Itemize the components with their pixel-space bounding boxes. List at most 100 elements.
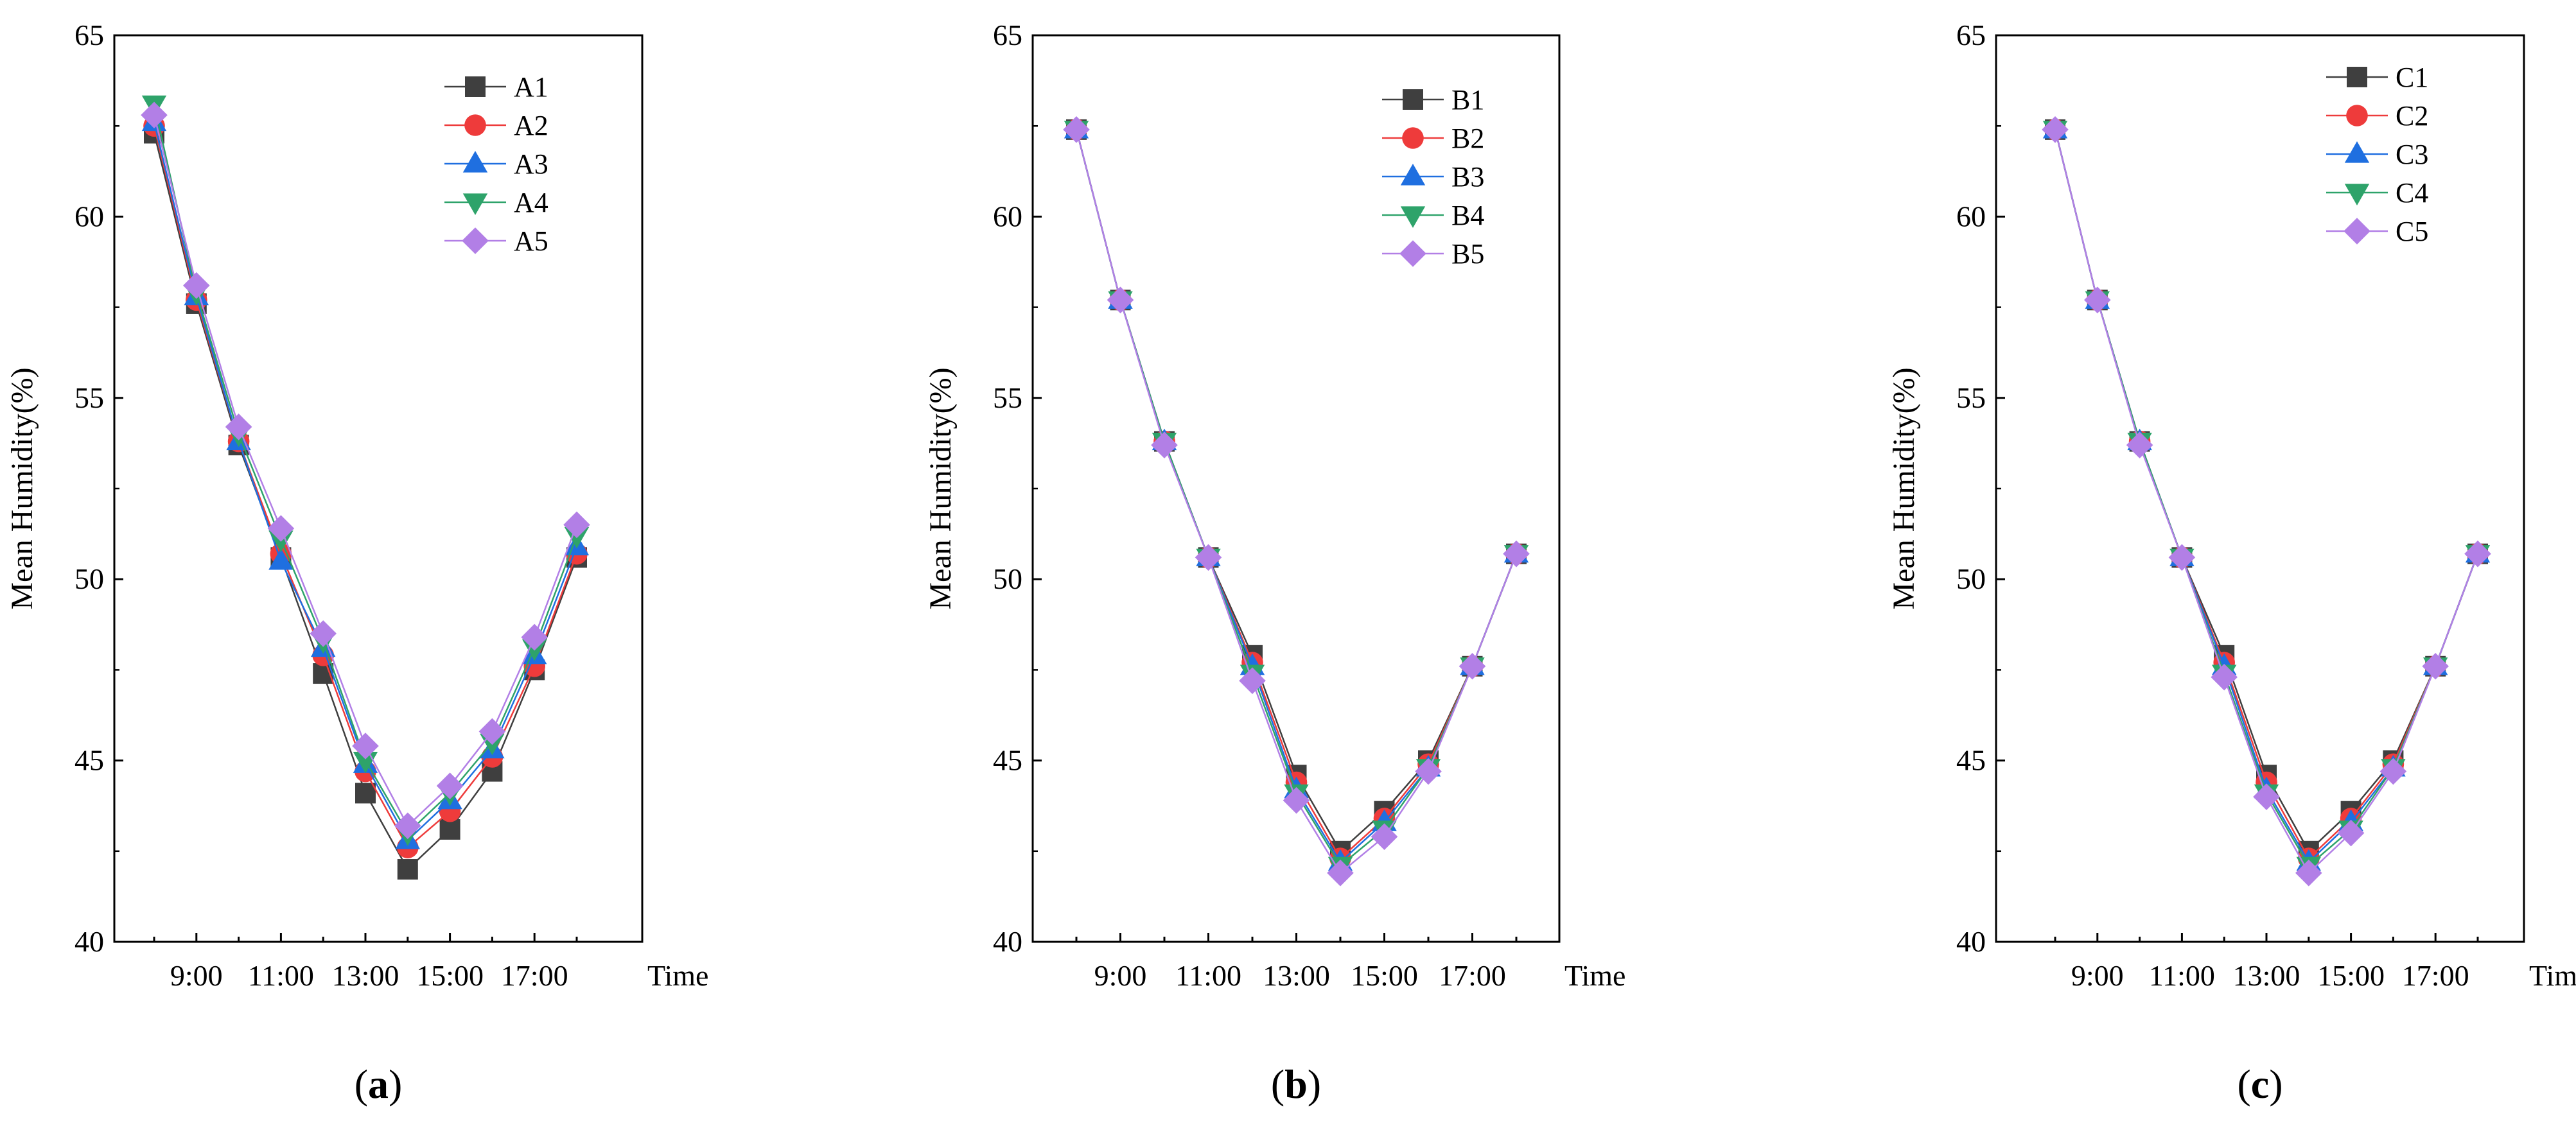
x-tick-label: 15:00 [416, 959, 484, 992]
data-point [267, 515, 295, 542]
series-A5 [141, 101, 590, 840]
x-tick-label: 15:00 [1351, 959, 1418, 992]
y-tick-label: 55 [74, 381, 104, 414]
x-axis-label: Time [2529, 959, 2576, 992]
legend-marker [1403, 89, 1423, 110]
data-point [1459, 652, 1486, 680]
legend-entry: C3 [2396, 139, 2428, 170]
x-tick-label: 11:00 [248, 959, 314, 992]
data-point [310, 620, 337, 647]
data-point [1151, 431, 1178, 459]
y-tick-label: 60 [1956, 200, 1986, 232]
data-point [1283, 786, 1310, 814]
legend: B1 B2 B3 B4 B5 [1382, 84, 1484, 270]
panel-label: (a) [355, 1061, 403, 1107]
plot-frame [113, 34, 644, 943]
legend-marker [2344, 218, 2370, 245]
legend: A1 A2 A3 A4 A5 [444, 71, 548, 257]
x-axis-label: Time [647, 959, 708, 992]
y-tick-label: 55 [1956, 381, 1986, 414]
legend-entry: A2 [514, 110, 548, 141]
legend-marker [2344, 141, 2370, 163]
legend-entry: C1 [2396, 62, 2428, 93]
data-point [2422, 652, 2449, 680]
legend-entry: B1 [1451, 84, 1484, 116]
y-tick-label: 50 [1956, 562, 1986, 595]
panel-label: (b) [1271, 1061, 1321, 1107]
x-tick-label: 13:00 [1263, 959, 1330, 992]
data-point [352, 733, 379, 759]
x-tick-label: 11:00 [1175, 959, 1241, 992]
legend-entry: A5 [514, 225, 548, 257]
legend-entry: B2 [1451, 123, 1484, 154]
data-point [397, 859, 418, 880]
data-point [2084, 286, 2111, 314]
x-tick-label: 9:00 [2071, 959, 2124, 992]
series-line [1075, 129, 1518, 860]
data-point [1239, 667, 1266, 695]
legend-entry: B5 [1451, 238, 1484, 270]
data-point [521, 623, 548, 651]
legend-entry: C4 [2396, 177, 2428, 209]
y-tick-label: 40 [1956, 925, 1986, 958]
y-tick-label: 60 [74, 200, 104, 232]
chart-panel-2: 40 45 50 55 60 65 9:00 11:00 13:00 15:00 17:00 Time… [924, 19, 1625, 1107]
legend-entry: B4 [1451, 200, 1484, 231]
legend-entry: A1 [514, 71, 548, 103]
data-point [2211, 663, 2238, 691]
legend-entry: C2 [2396, 100, 2428, 132]
y-tick-label: 40 [74, 925, 104, 958]
data-point [268, 548, 294, 570]
x-tick-label: 9:00 [170, 959, 223, 992]
x-tick-label: 11:00 [2149, 959, 2215, 992]
data-point [436, 772, 464, 799]
series-line [1075, 129, 1518, 867]
y-axis-label: Mean Humidity(%) [1887, 367, 1921, 609]
legend-marker [1400, 164, 1426, 186]
y-axis-label: Mean Humidity(%) [924, 367, 958, 609]
data-point [2042, 116, 2069, 143]
data-point [2337, 819, 2365, 847]
legend-entry: A4 [514, 187, 548, 218]
legend-marker [465, 76, 486, 97]
series-B2 [1065, 119, 1527, 869]
data-point [1327, 859, 1354, 887]
y-tick-label: 45 [74, 744, 104, 777]
y-tick-label: 65 [1956, 19, 1986, 51]
x-tick-label: 15:00 [2317, 959, 2385, 992]
data-point [183, 272, 210, 299]
data-point [2126, 431, 2153, 459]
series-B5 [1063, 116, 1530, 887]
legend-entry: C5 [2396, 216, 2428, 247]
y-tick-label: 50 [993, 562, 1022, 595]
legend-entry: A3 [514, 148, 548, 180]
data-point [394, 812, 421, 840]
data-point [2168, 544, 2196, 571]
data-point [1503, 540, 1530, 568]
legend-marker [464, 114, 486, 136]
data-point [478, 718, 506, 745]
chart-panel-1: 40 45 50 55 60 65 9:00 11:00 13:00 15:00 17:00 Time… [5, 19, 708, 1107]
legend-marker [1399, 240, 1426, 267]
x-tick-label: 13:00 [2233, 959, 2300, 992]
legend-marker [1400, 206, 1426, 228]
legend-marker [2344, 184, 2370, 205]
data-point [1195, 544, 1222, 571]
series-line [1075, 129, 1518, 874]
x-axis-label: Time [1564, 959, 1625, 992]
y-tick-label: 45 [1956, 744, 1986, 777]
y-tick-label: 50 [74, 562, 104, 595]
data-point [2295, 859, 2322, 887]
data-point [1107, 286, 1134, 314]
y-tick-label: 55 [993, 381, 1022, 414]
data-point [1063, 116, 1090, 143]
legend-marker [1402, 127, 1424, 149]
x-tick-label: 13:00 [332, 959, 399, 992]
y-tick-label: 65 [74, 19, 104, 51]
data-point [2253, 783, 2280, 810]
legend-entry: B3 [1451, 161, 1484, 193]
y-tick-label: 60 [993, 200, 1022, 232]
legend-marker [2346, 105, 2368, 126]
x-tick-label: 17:00 [1439, 959, 1506, 992]
y-axis-label: Mean Humidity(%) [5, 367, 39, 609]
